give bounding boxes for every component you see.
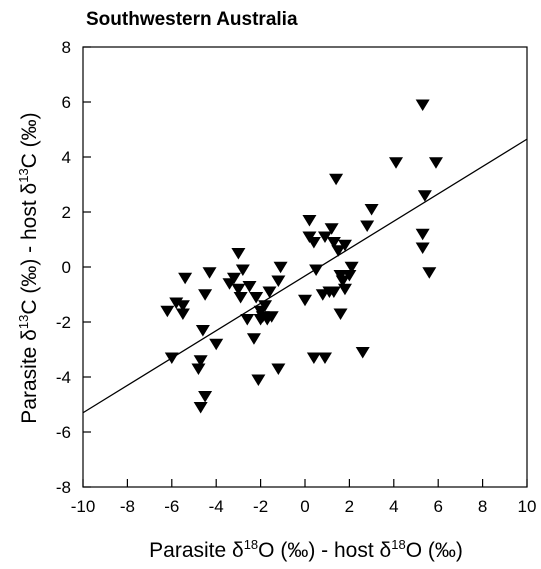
data-point: [233, 292, 248, 304]
x-tick-label: -2: [253, 497, 268, 516]
data-point: [309, 264, 324, 277]
x-tick-label: 8: [478, 497, 487, 516]
data-point: [246, 333, 261, 345]
data-points: [160, 99, 443, 414]
x-tick-label: -10: [71, 497, 96, 516]
data-point: [302, 215, 317, 227]
data-point: [337, 283, 352, 296]
data-point: [262, 286, 277, 299]
data-point: [422, 267, 437, 279]
data-point: [415, 228, 430, 241]
y-tick-label: 0: [62, 258, 71, 277]
regression-line: [82, 138, 528, 414]
axis-ticks: [82, 46, 528, 488]
data-point: [306, 352, 321, 365]
data-point: [209, 338, 224, 351]
data-point: [178, 272, 193, 285]
x-tick-label: 6: [433, 497, 442, 516]
data-point: [415, 99, 430, 112]
x-tick-label: -4: [209, 497, 224, 516]
data-point: [317, 231, 332, 244]
y-tick-label: 6: [62, 93, 71, 112]
x-tick-label: -6: [164, 497, 179, 516]
data-point: [240, 314, 255, 326]
plot-border: [82, 46, 528, 488]
y-tick-label: -2: [56, 313, 71, 332]
y-axis-label: Parasite δ13C (‰) - host δ13C (‰): [16, 112, 41, 423]
data-point: [231, 283, 246, 296]
data-point: [355, 347, 370, 359]
x-tick-label: 4: [389, 497, 398, 516]
data-point: [389, 157, 404, 169]
data-point: [335, 275, 350, 288]
data-point: [249, 292, 264, 304]
data-point: [242, 281, 257, 293]
y-tick-label: 4: [62, 148, 71, 167]
data-point: [193, 355, 208, 367]
data-point: [231, 248, 246, 260]
data-point: [415, 242, 430, 255]
data-point: [317, 352, 332, 365]
x-axis-label: Parasite δ18O (‰) - host δ18O (‰): [149, 537, 463, 562]
data-point: [331, 245, 346, 257]
y-tick-label: -4: [56, 368, 71, 387]
data-point: [195, 325, 210, 337]
y-tick-label: -6: [56, 423, 71, 442]
data-point: [428, 157, 443, 169]
data-point: [264, 311, 279, 323]
data-point: [258, 300, 273, 312]
data-point: [160, 305, 175, 318]
x-tick-label: 10: [518, 497, 537, 516]
data-point: [164, 352, 179, 365]
data-point: [342, 270, 357, 282]
data-point: [202, 267, 217, 279]
x-tick-label: 0: [300, 497, 309, 516]
data-point: [251, 374, 266, 387]
data-point: [193, 402, 208, 414]
data-point: [326, 237, 341, 249]
data-point: [326, 286, 341, 299]
y-tick-label: 8: [62, 38, 71, 57]
data-point: [175, 300, 190, 312]
chart-title: Southwestern Australia: [86, 9, 298, 30]
data-point: [198, 289, 213, 301]
data-point: [364, 204, 379, 216]
data-point: [191, 363, 206, 376]
data-point: [271, 275, 286, 288]
data-point: [333, 308, 348, 321]
data-point: [273, 261, 288, 274]
y-tick-label: 2: [62, 203, 71, 222]
data-point: [226, 272, 241, 285]
plot-frame: [82, 46, 528, 488]
data-point: [417, 190, 432, 202]
data-point: [344, 261, 359, 274]
data-point: [175, 308, 190, 321]
data-point: [271, 363, 286, 376]
x-tick-label: -8: [120, 497, 135, 516]
data-point: [329, 173, 344, 186]
data-point: [298, 294, 312, 307]
x-tick-label: 2: [345, 497, 354, 516]
data-point: [360, 220, 375, 233]
data-point: [198, 391, 213, 403]
y-tick-label: -8: [56, 478, 71, 497]
data-point: [235, 264, 250, 277]
data-point: [337, 239, 352, 252]
data-point: [324, 223, 339, 235]
data-point: [306, 237, 321, 249]
